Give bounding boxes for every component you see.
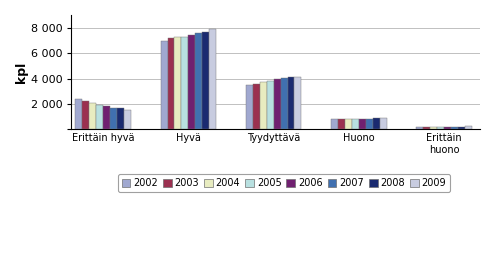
Bar	[274, 79, 281, 129]
Bar	[458, 127, 465, 129]
Bar	[366, 119, 373, 129]
Bar	[430, 127, 437, 129]
Bar	[281, 78, 288, 129]
Bar	[338, 119, 345, 129]
Bar	[451, 127, 458, 129]
Bar	[189, 35, 196, 129]
Bar	[423, 127, 430, 129]
Bar	[260, 82, 267, 129]
Bar	[117, 108, 124, 129]
Bar	[182, 37, 189, 129]
Bar	[196, 33, 202, 129]
Bar	[82, 101, 89, 129]
Legend: 2002, 2003, 2004, 2005, 2006, 2007, 2008, 2009: 2002, 2003, 2004, 2005, 2006, 2007, 2008…	[118, 174, 450, 192]
Bar	[253, 84, 260, 129]
Bar	[359, 118, 366, 129]
Bar	[246, 86, 253, 129]
Bar	[437, 127, 444, 129]
Bar	[209, 29, 216, 129]
Bar	[175, 37, 182, 129]
Bar	[124, 110, 131, 129]
Bar	[167, 38, 175, 129]
Y-axis label: kpl: kpl	[15, 61, 28, 83]
Bar	[160, 41, 167, 129]
Bar	[345, 119, 352, 129]
Bar	[380, 118, 387, 129]
Bar	[110, 108, 117, 129]
Bar	[89, 103, 96, 129]
Bar	[331, 119, 338, 129]
Bar	[465, 126, 472, 129]
Bar	[352, 119, 359, 129]
Bar	[75, 99, 82, 129]
Bar	[373, 118, 380, 129]
Bar	[103, 106, 110, 129]
Bar	[202, 31, 209, 129]
Bar	[295, 77, 301, 129]
Bar	[288, 77, 295, 129]
Bar	[267, 81, 274, 129]
Bar	[444, 127, 451, 129]
Bar	[96, 105, 103, 129]
Bar	[416, 127, 423, 129]
